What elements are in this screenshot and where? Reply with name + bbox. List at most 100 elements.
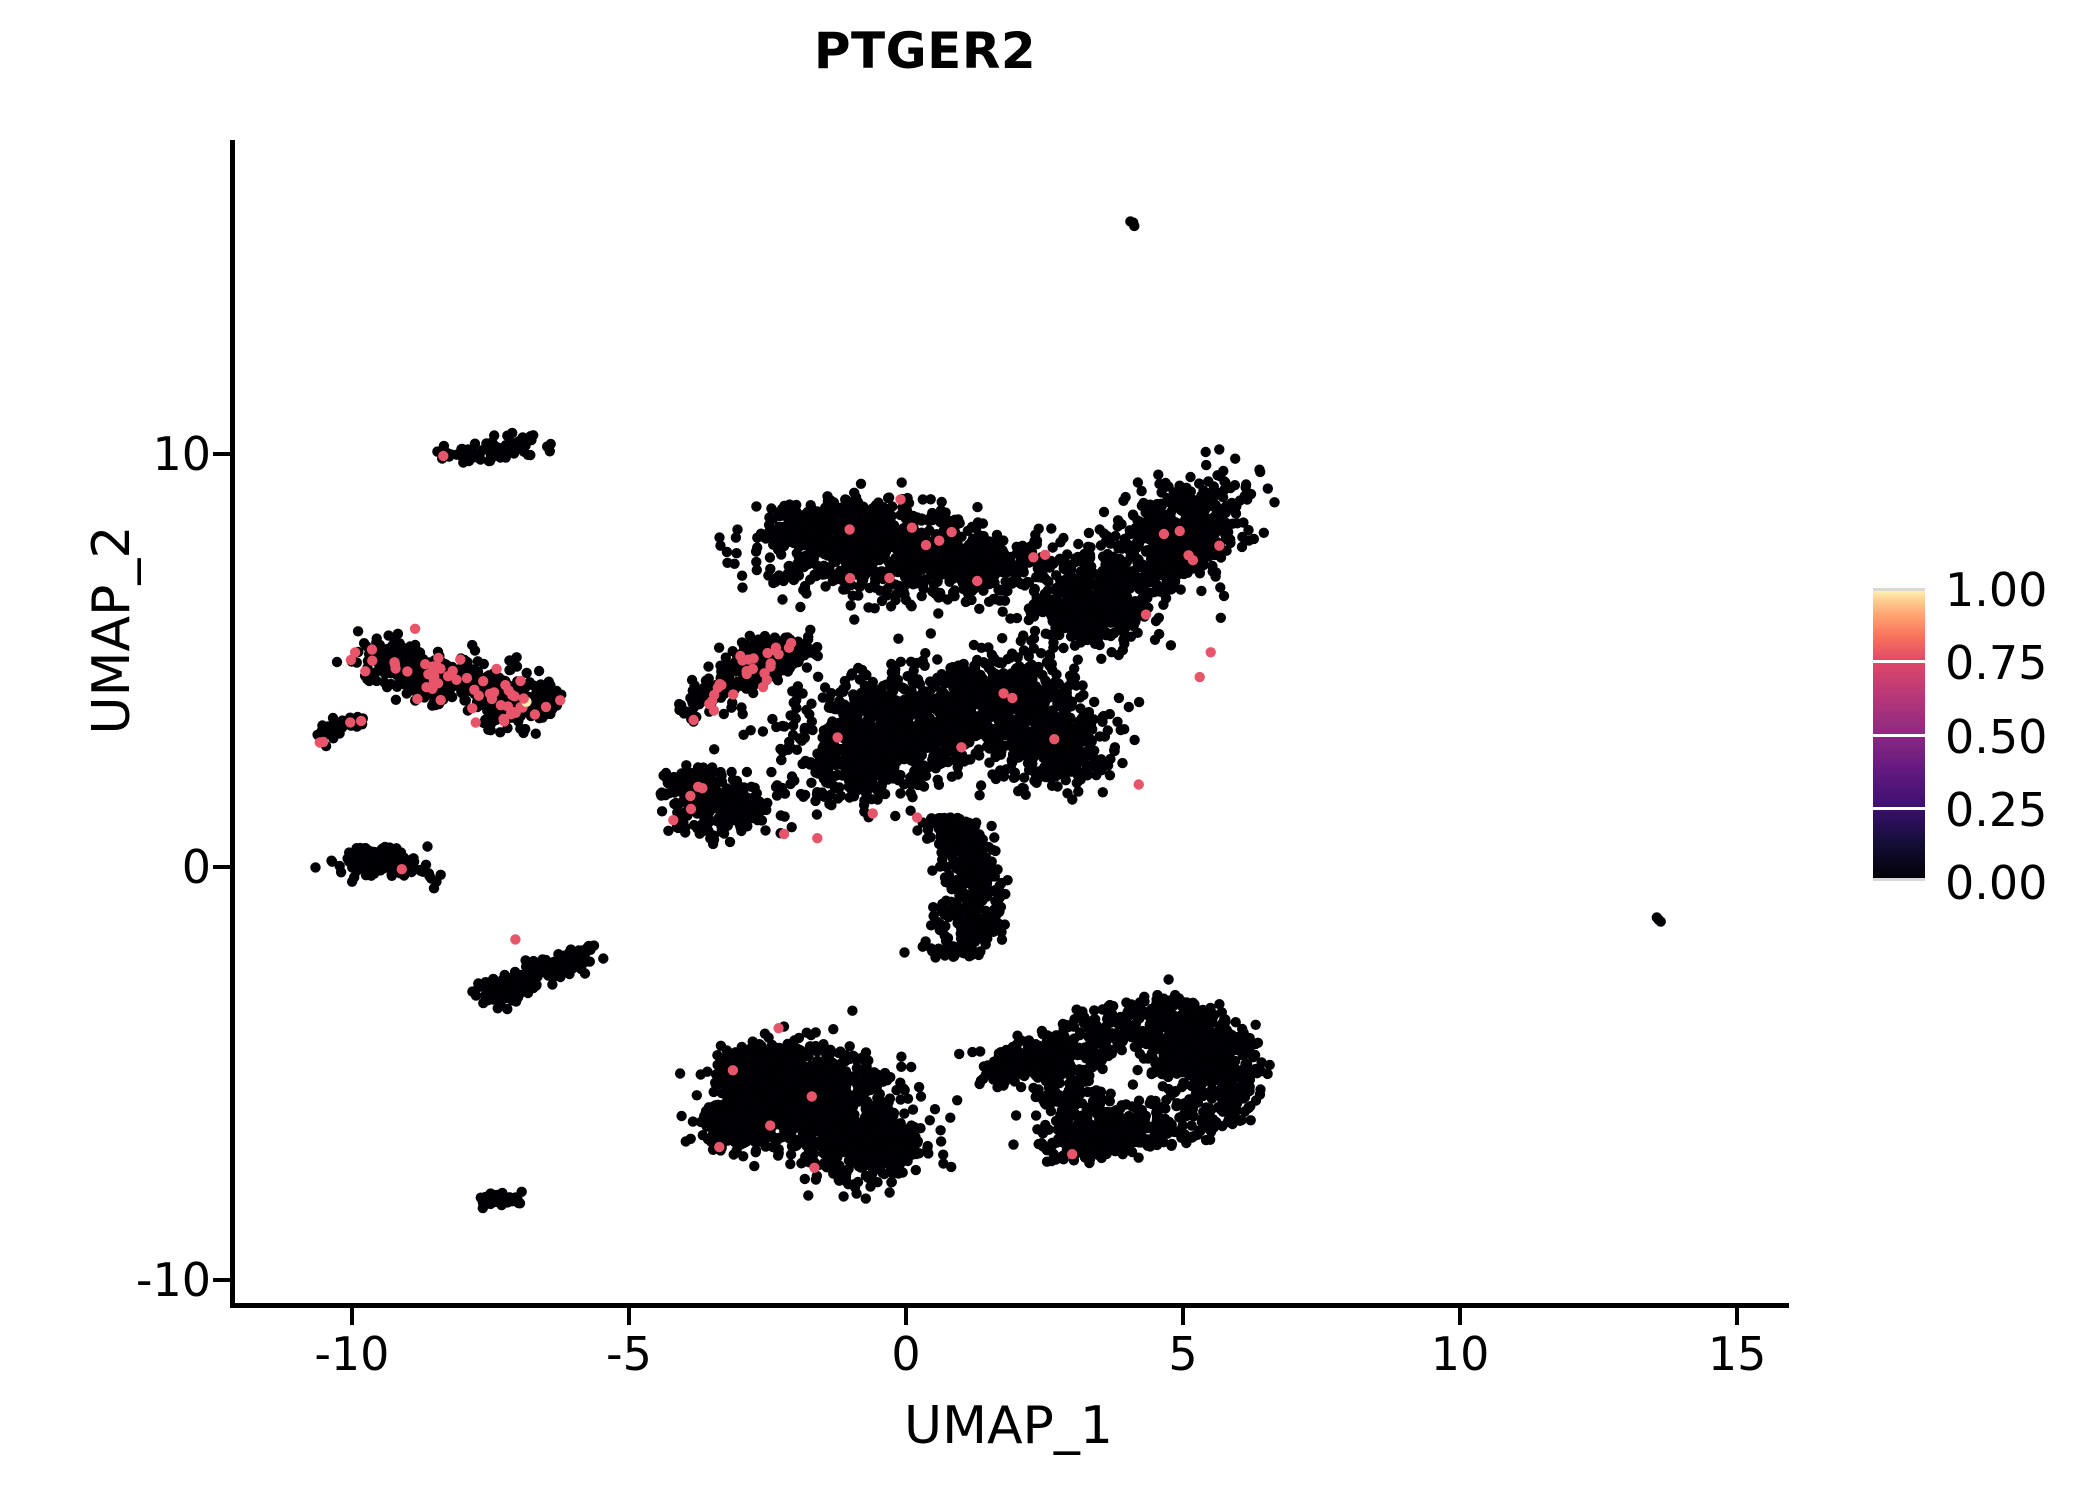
scatter-point (777, 531, 789, 542)
scatter-point (893, 633, 904, 644)
scatter-point (878, 501, 889, 513)
scatter-point (797, 539, 808, 550)
scatter-point (1215, 471, 1226, 482)
scatter-point (460, 695, 471, 706)
scatter-point (1089, 696, 1100, 708)
scatter-point (816, 787, 828, 798)
scatter-point (386, 870, 397, 881)
scatter-point (869, 603, 880, 614)
scatter-point (721, 546, 733, 558)
scatter-point (876, 688, 888, 699)
scatter-point (786, 501, 798, 512)
scatter-point (371, 675, 382, 687)
scatter-point (545, 680, 556, 691)
scatter-point (1077, 680, 1088, 691)
scatter-point (932, 552, 943, 563)
scatter-point (1168, 571, 1180, 582)
scatter-point (808, 557, 819, 568)
scatter-point (929, 561, 940, 572)
scatter-point (1062, 788, 1073, 799)
scatter-point (1113, 649, 1124, 661)
scatter-point (1132, 558, 1144, 569)
scatter-point (1086, 567, 1097, 579)
scatter-point (1082, 770, 1093, 781)
scatter-point (905, 787, 916, 799)
scatter-point (936, 508, 947, 520)
scatter-point (401, 658, 412, 669)
page-title: PTGER2 (813, 22, 1037, 80)
scatter-point (1230, 508, 1242, 519)
scatter-point (1113, 692, 1125, 704)
scatter-point (910, 741, 921, 753)
scatter-point (1011, 733, 1022, 745)
scatter-point (954, 518, 965, 529)
scatter-point (1218, 590, 1230, 602)
scatter-point (751, 564, 762, 576)
scatter-point (1118, 607, 1129, 618)
scatter-point (819, 762, 830, 774)
scatter-point (1081, 759, 1092, 771)
scatter-point (791, 702, 802, 714)
scatter-point (1149, 505, 1160, 516)
scatter-point (1129, 734, 1140, 746)
scatter-point (507, 976, 518, 987)
scatter-point (461, 446, 472, 457)
scatter-point (1057, 703, 1068, 714)
scatter-point (1072, 654, 1083, 665)
scatter-point (879, 550, 890, 561)
scatter-point (866, 794, 877, 805)
scatter-point (533, 665, 545, 677)
scatter-point (849, 759, 860, 771)
scatter-point (562, 962, 574, 973)
scatter-point (1094, 524, 1105, 535)
scatter-point (805, 543, 817, 555)
scatter-point (502, 985, 513, 997)
scatter-point (811, 809, 823, 820)
scatter-point (885, 601, 897, 612)
scatter-point (738, 729, 749, 740)
scatter-point (334, 860, 345, 872)
scatter-point (872, 769, 883, 781)
scatter-point (1033, 572, 1044, 583)
scatter-point (1105, 753, 1116, 765)
scatter-point (875, 729, 887, 740)
scatter-point (774, 510, 786, 522)
scatter-point (1220, 517, 1231, 528)
scatter-point (1193, 506, 1204, 517)
scatter-point (887, 501, 898, 512)
scatter-point (547, 979, 558, 990)
scatter-point (378, 851, 389, 863)
scatter-point (1153, 612, 1164, 623)
scatter-point (404, 641, 416, 652)
scatter-point (826, 800, 837, 811)
scatter-point (826, 774, 837, 785)
scatter-point (1071, 777, 1082, 789)
scatter-point (1155, 540, 1166, 552)
scatter-point (822, 509, 833, 520)
scatter-point (1016, 699, 1027, 710)
scatter-point (1019, 772, 1030, 783)
scatter-point (1095, 580, 1107, 591)
scatter-point (469, 645, 481, 656)
scatter-point (919, 660, 930, 671)
scatter-point (839, 675, 851, 687)
scatter-point (1056, 581, 1067, 593)
scatter-point (846, 533, 857, 544)
scatter-point (779, 721, 790, 732)
scatter-point (752, 532, 763, 543)
scatter-point (1033, 768, 1045, 779)
scatter-point (422, 841, 433, 852)
scatter-point (1196, 528, 1208, 539)
scatter-point (797, 688, 808, 699)
scatter-point (974, 692, 985, 703)
scatter-point (714, 532, 725, 543)
scatter-point (925, 494, 936, 505)
scatter-point (834, 782, 845, 793)
scatter-point (908, 756, 919, 767)
scatter-point (825, 525, 836, 536)
scatter-point (751, 501, 762, 512)
scatter-point (1165, 640, 1177, 651)
scatter-point (1046, 523, 1057, 534)
scatter-point (511, 652, 522, 663)
scatter-point (469, 438, 481, 449)
